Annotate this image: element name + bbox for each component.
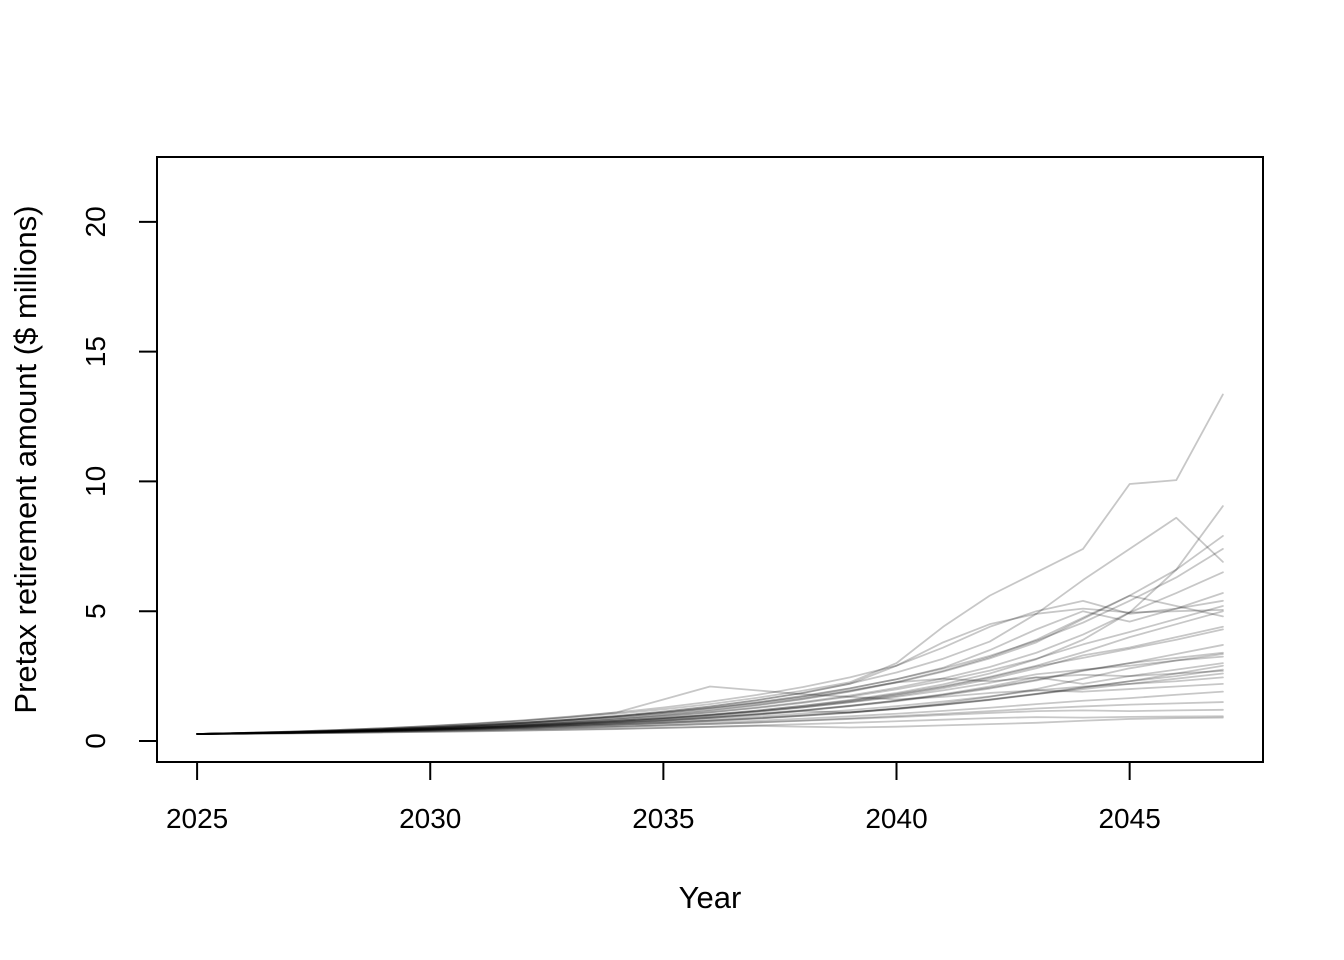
simulation-line [196,672,1224,735]
simulation-line [196,651,1224,735]
simulation-line [196,535,1224,735]
y-tick-label: 15 [80,336,111,367]
simulation-line [196,571,1224,735]
x-tick-label: 2045 [1098,803,1160,834]
simulation-line [196,655,1224,735]
axes-layer: 2025 2030 2035 2040 2045 0 5 10 15 20 [80,156,1264,834]
simulation-line [196,701,1224,735]
x-axis-title: Year [679,880,742,915]
y-tick-label: 0 [80,733,111,749]
x-tick-label: 2040 [865,803,927,834]
y-tick-label: 20 [80,206,111,237]
simulation-line [196,653,1224,735]
simulation-line [196,393,1224,735]
simulation-line [196,599,1224,735]
x-tick-label: 2025 [166,803,228,834]
x-tick-label: 2030 [399,803,461,834]
y-axis-title: Pretax retirement amount ($ millions) [8,205,43,713]
y-tick-label: 5 [80,603,111,619]
simulation-line [196,716,1224,735]
simulation-line [196,628,1224,735]
simulation-line [196,592,1224,735]
simulation-lines-layer [196,393,1224,735]
simulation-line [196,605,1224,735]
x-tick-label: 2035 [632,803,694,834]
simulation-line [196,682,1224,735]
simulation-line [196,669,1224,735]
simulation-line [196,610,1224,735]
simulation-line [196,548,1224,735]
simulation-line [196,715,1224,735]
simulation-line [196,664,1224,735]
simulation-line [196,644,1224,735]
simulation-line [196,662,1224,735]
simulation-line [196,708,1224,735]
simulation-line [196,668,1224,735]
simulation-line [196,607,1224,735]
simulation-line [196,625,1224,735]
plot-border [156,156,1264,763]
y-tick-label: 10 [80,466,111,497]
simulation-line [196,594,1224,735]
simulation-line [196,690,1224,735]
simulation-line [196,676,1224,735]
simulation-line [196,516,1224,735]
simulation-line [196,505,1224,735]
